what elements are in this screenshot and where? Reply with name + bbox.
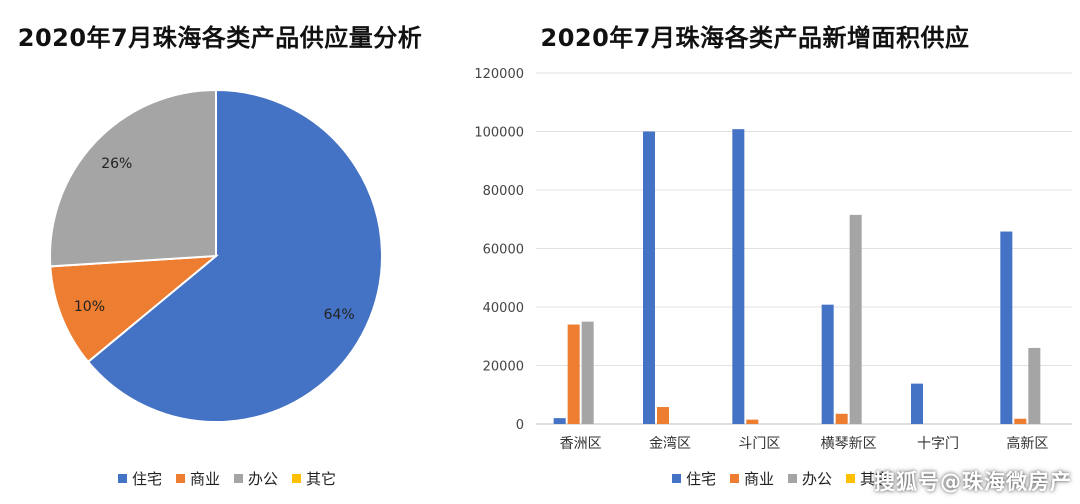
pie-slice-1	[49, 254, 220, 364]
pie-legend-item-0: 住宅	[118, 468, 162, 489]
bar-legend-item-1: 商业	[730, 468, 774, 489]
bar-chart: 0 20000 40000 60000 80000 100000 120000 香洲区 金湾区 斗…	[474, 67, 1072, 452]
pie-chart: 64% 10% 26%	[49, 88, 383, 423]
bar-3-1	[835, 413, 848, 424]
legend-swatch	[292, 474, 302, 483]
pie-chart-panel: 2020年7月珠海各类产品供应量分析 64% 10% 26% 住宅 商业 办公 其它	[0, 0, 440, 504]
y-tick-label: 0	[516, 418, 524, 433]
legend-swatch	[234, 474, 244, 483]
pie-legend-item-3: 其它	[292, 468, 336, 489]
x-category-label: 香洲区	[560, 436, 602, 452]
bar-0-2	[581, 321, 594, 424]
pie-chart-title: 2020年7月珠海各类产品供应量分析	[17, 24, 423, 52]
pie-slice-label-2: 26%	[101, 156, 132, 172]
bar-5-2	[1028, 347, 1041, 424]
legend-label: 其它	[306, 470, 337, 488]
bar-legend-item-3: 其它	[846, 468, 890, 489]
bar-chart-panel: 2020年7月珠海各类产品新增面积供应 0 20000 40000 60000 8000…	[450, 0, 1080, 504]
pie-slice-0	[86, 88, 383, 423]
legend-swatch	[846, 474, 856, 483]
legend-swatch	[788, 474, 798, 483]
pie-legend-item-2: 办公	[234, 468, 278, 489]
bar-1-0	[643, 131, 655, 424]
x-category-label: 横琴新区	[821, 436, 877, 452]
bar-chart-title: 2020年7月珠海各类产品新增面积供应	[540, 24, 970, 52]
y-tick-label: 120000	[474, 67, 524, 82]
legend-label: 住宅	[132, 470, 163, 488]
bar-4-0	[911, 383, 923, 424]
bar-0-0	[553, 418, 566, 424]
legend-label: 商业	[190, 470, 221, 488]
bar-legend: 住宅 商业 办公 其它	[672, 468, 904, 489]
pie-slice-label-1: 10%	[74, 299, 105, 315]
pie-legend-item-1: 商业	[176, 468, 220, 489]
bar-5-0	[1000, 231, 1013, 424]
x-category-label: 斗门区	[738, 436, 780, 452]
x-category-label: 十字门	[917, 436, 959, 452]
legend-swatch	[118, 474, 127, 483]
legend-swatch	[672, 474, 681, 483]
bar-5-1	[1014, 418, 1027, 424]
x-category-label: 金湾区	[649, 435, 691, 452]
bar-1-1	[657, 407, 669, 424]
bar-legend-item-0: 住宅	[672, 468, 716, 489]
legend-label: 商业	[744, 470, 775, 488]
bar-legend-item-2: 办公	[788, 468, 832, 489]
y-tick-label: 40000	[483, 301, 524, 316]
pie-slice-2	[49, 88, 217, 268]
pie-slice-label-0: 64%	[324, 307, 355, 323]
legend-swatch	[730, 474, 740, 483]
y-tick-label: 20000	[483, 360, 524, 375]
legend-swatch	[176, 474, 186, 483]
watermark-text: 搜狐号@珠海微房产	[874, 470, 1072, 494]
bar-3-0	[821, 304, 834, 424]
legend-label: 办公	[802, 470, 833, 488]
legend-label: 其它	[860, 470, 891, 488]
pie-legend: 住宅 商业 办公 其它	[118, 468, 350, 489]
bar-2-0	[732, 129, 745, 424]
x-category-label: 高新区	[1006, 435, 1048, 452]
legend-label: 办公	[248, 470, 279, 488]
y-tick-label: 60000	[483, 243, 524, 258]
y-tick-label: 80000	[483, 184, 524, 199]
legend-label: 住宅	[686, 470, 717, 488]
bar-0-1	[567, 324, 580, 424]
y-tick-label: 100000	[474, 126, 524, 141]
bar-3-2	[849, 214, 862, 424]
bar-2-1	[746, 419, 759, 424]
